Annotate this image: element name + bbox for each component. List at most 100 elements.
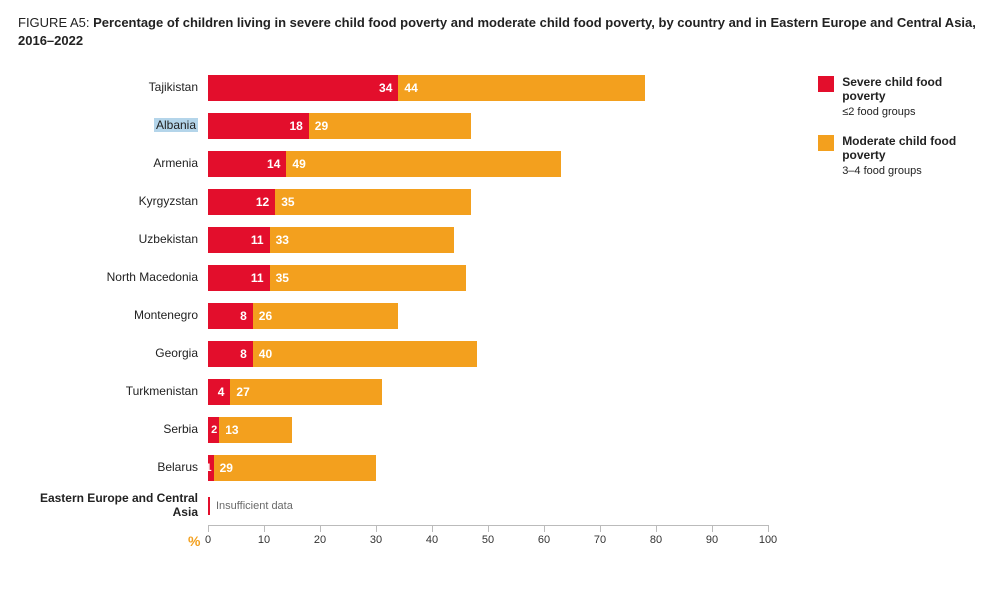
axis-tick-label: 60 bbox=[538, 534, 550, 546]
row-label: Uzbekistan bbox=[18, 233, 208, 247]
bar-severe: 34 bbox=[208, 75, 398, 101]
bar-track: 8 40 bbox=[208, 341, 768, 367]
legend-text: Moderate child food poverty 3–4 food grou… bbox=[842, 134, 981, 177]
bar-severe-value: 14 bbox=[267, 157, 280, 171]
row-label: Albania bbox=[18, 119, 208, 133]
percent-symbol: % bbox=[188, 533, 200, 549]
bar-severe: 8 bbox=[208, 303, 253, 329]
chart-row: Tajikistan3444 bbox=[18, 69, 812, 107]
bar-severe-value: 2 bbox=[211, 424, 217, 436]
bar-moderate-value: 35 bbox=[281, 195, 294, 209]
legend-label: Moderate child food poverty bbox=[842, 134, 981, 163]
insufficient-marker bbox=[208, 497, 210, 515]
bar-severe: 8 bbox=[208, 341, 253, 367]
bar-severe: 12 bbox=[208, 189, 275, 215]
legend-sublabel: ≤2 food groups bbox=[842, 106, 915, 118]
bar-severe: 18 bbox=[208, 113, 309, 139]
bar-severe: 2 bbox=[208, 417, 219, 443]
chart-rows: Tajikistan3444Albania1829Armenia1449Kyrg… bbox=[18, 69, 812, 525]
chart-row: Albania1829 bbox=[18, 107, 812, 145]
bar-severe: 14 bbox=[208, 151, 286, 177]
bar-track: 1829 bbox=[208, 113, 768, 139]
axis-tick bbox=[712, 525, 713, 532]
bar-moderate-value: 13 bbox=[225, 423, 238, 437]
axis-tick-label: 30 bbox=[370, 534, 382, 546]
bar-track: Insufficient data bbox=[208, 493, 768, 519]
bar-track: 4 27 bbox=[208, 379, 768, 405]
legend-item: Moderate child food poverty 3–4 food grou… bbox=[818, 134, 981, 177]
bar-track: 2 13 bbox=[208, 417, 768, 443]
bar-moderate: 13 bbox=[219, 417, 292, 443]
bar-severe-value: 4 bbox=[218, 385, 225, 399]
bar-severe: 11 bbox=[208, 265, 270, 291]
bar-track: 11 33 bbox=[208, 227, 768, 253]
bar-moderate-value: 29 bbox=[315, 119, 328, 133]
axis-tick bbox=[432, 525, 433, 532]
axis-tick-label: 100 bbox=[759, 534, 777, 546]
bar-track: 12 35 bbox=[208, 189, 768, 215]
axis-tick-label: 20 bbox=[314, 534, 326, 546]
bar-moderate: 33 bbox=[270, 227, 455, 253]
legend-swatch bbox=[818, 135, 834, 151]
bar-moderate: 44 bbox=[398, 75, 644, 101]
chart-row: Eastern Europe and Central AsiaInsuffici… bbox=[18, 487, 812, 525]
bar-track: 34 44 bbox=[208, 75, 768, 101]
axis-tick bbox=[656, 525, 657, 532]
axis-tick bbox=[376, 525, 377, 532]
bar-moderate-value: 33 bbox=[276, 233, 289, 247]
axis-tick-label: 50 bbox=[482, 534, 494, 546]
bar-severe-value: 18 bbox=[289, 119, 302, 133]
bar-moderate-value: 44 bbox=[404, 81, 417, 95]
bar-moderate: 27 bbox=[230, 379, 381, 405]
row-label: Turkmenistan bbox=[18, 385, 208, 399]
axis-tick bbox=[208, 525, 209, 532]
row-label: Georgia bbox=[18, 347, 208, 361]
bar-moderate-value: 40 bbox=[259, 347, 272, 361]
axis-tick-label: 90 bbox=[706, 534, 718, 546]
bar-severe-value: 34 bbox=[379, 81, 392, 95]
row-label: Serbia bbox=[18, 423, 208, 437]
axis-tick-label: 40 bbox=[426, 534, 438, 546]
chart-row: Turkmenistan 4 27 bbox=[18, 373, 812, 411]
axis-tick-label: 0 bbox=[205, 534, 211, 546]
bar-severe: 4 bbox=[208, 379, 230, 405]
row-label: Kyrgyzstan bbox=[18, 195, 208, 209]
bar-moderate-value: 29 bbox=[220, 461, 233, 475]
bar-moderate-value: 49 bbox=[292, 157, 305, 171]
bar-severe: 11 bbox=[208, 227, 270, 253]
main-area: Tajikistan3444Albania1829Armenia1449Kyrg… bbox=[18, 69, 981, 559]
row-label: Montenegro bbox=[18, 309, 208, 323]
row-label: North Macedonia bbox=[18, 271, 208, 285]
bar-moderate: 49 bbox=[286, 151, 560, 177]
legend-label: Severe child food poverty bbox=[842, 75, 981, 104]
axis-tick bbox=[768, 525, 769, 532]
chart-row: Kyrgyzstan 12 35 bbox=[18, 183, 812, 221]
row-label: Belarus bbox=[18, 461, 208, 475]
bar-track: 14 49 bbox=[208, 151, 768, 177]
insufficient-text: Insufficient data bbox=[216, 493, 293, 519]
legend-text: Severe child food poverty ≤2 food groups bbox=[842, 75, 981, 118]
axis-tick bbox=[544, 525, 545, 532]
axis-tick-label: 70 bbox=[594, 534, 606, 546]
bar-moderate: 26 bbox=[253, 303, 399, 329]
axis-tick-label: 80 bbox=[650, 534, 662, 546]
legend-sublabel: 3–4 food groups bbox=[842, 165, 922, 177]
bar-moderate-value: 35 bbox=[276, 271, 289, 285]
bar-moderate: 40 bbox=[253, 341, 477, 367]
chart-row: Uzbekistan11 33 bbox=[18, 221, 812, 259]
bar-moderate-value: 27 bbox=[236, 385, 249, 399]
bar-moderate: 29 bbox=[214, 455, 376, 481]
bar-severe-value: 12 bbox=[256, 195, 269, 209]
legend: Severe child food poverty ≤2 food groups M… bbox=[812, 69, 981, 559]
chart-row: Serbia2 13 bbox=[18, 411, 812, 449]
bar-severe-value: 11 bbox=[251, 271, 264, 285]
bar-track: 8 26 bbox=[208, 303, 768, 329]
figure-title: FIGURE A5: Percentage of children living… bbox=[18, 14, 981, 49]
bar-moderate-value: 26 bbox=[259, 309, 272, 323]
bar-moderate: 29 bbox=[309, 113, 471, 139]
axis-tick bbox=[264, 525, 265, 532]
chart-row: Armenia1449 bbox=[18, 145, 812, 183]
x-axis: % 0102030405060708090100 bbox=[208, 525, 768, 559]
figure-title-lead: FIGURE A5: bbox=[18, 15, 93, 30]
bar-severe-value: 8 bbox=[240, 309, 247, 323]
